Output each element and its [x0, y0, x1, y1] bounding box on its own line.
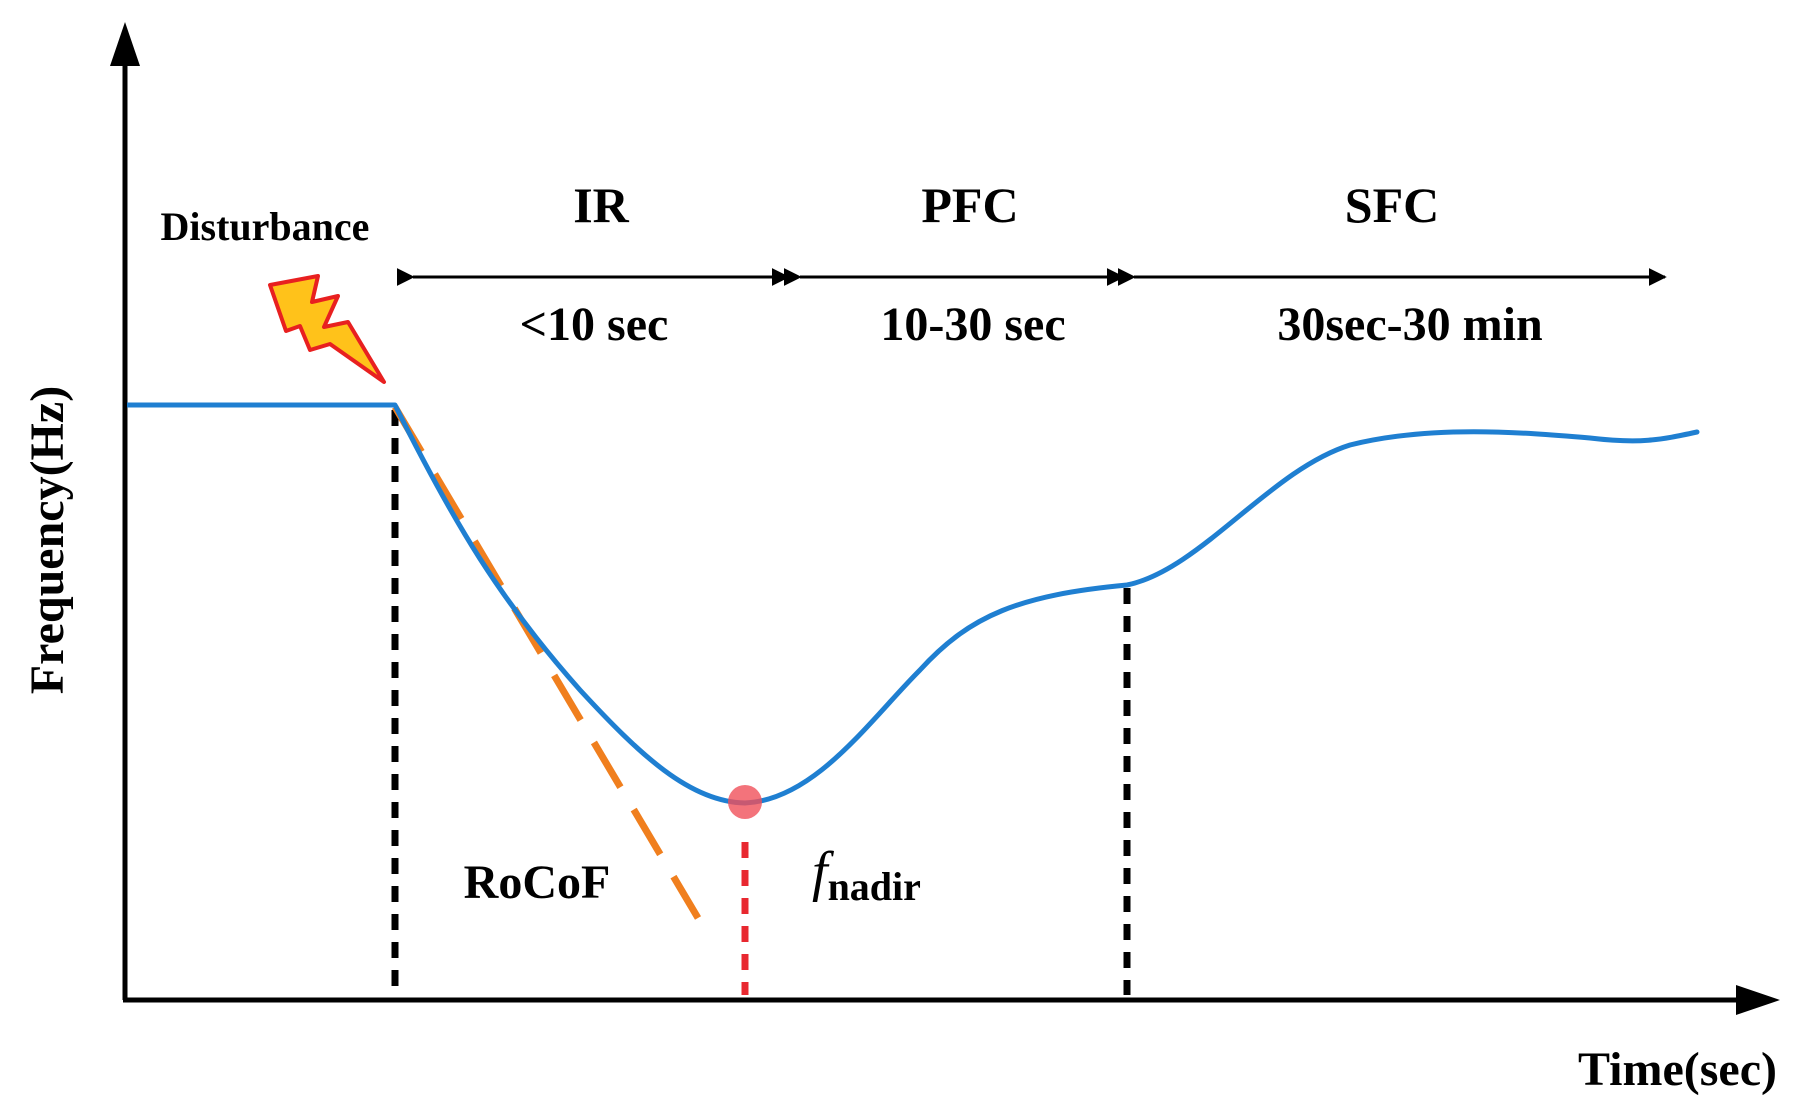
- nadir-point-marker: [728, 785, 762, 819]
- phase-name-pfc: PFC: [921, 177, 1018, 233]
- phase-duration-ir: <10 sec: [520, 298, 669, 351]
- disturbance-label: Disturbance: [161, 204, 370, 249]
- phase-name-ir: IR: [573, 177, 629, 233]
- phase-duration-sfc: 30sec-30 min: [1277, 298, 1542, 351]
- y-axis: [110, 22, 140, 1000]
- y-axis-arrowhead: [110, 22, 140, 66]
- nadir-label: fnadir: [812, 841, 921, 909]
- x-axis: [123, 985, 1780, 1015]
- lightning-bolt-icon: [268, 274, 386, 384]
- rocof-label: RoCoF: [464, 856, 611, 909]
- phase-name-sfc: SFC: [1345, 177, 1439, 233]
- frequency-response-curve: [392, 402, 1700, 806]
- y-axis-label: Frequency(Hz): [21, 386, 74, 694]
- x-axis-arrowhead: [1736, 985, 1780, 1015]
- x-axis-label: Time(sec): [1578, 1043, 1777, 1096]
- rocof-tangent-line: [391, 405, 702, 920]
- nadir-subscript: nadir: [828, 864, 921, 909]
- phase-duration-pfc: 10-30 sec: [880, 298, 1065, 351]
